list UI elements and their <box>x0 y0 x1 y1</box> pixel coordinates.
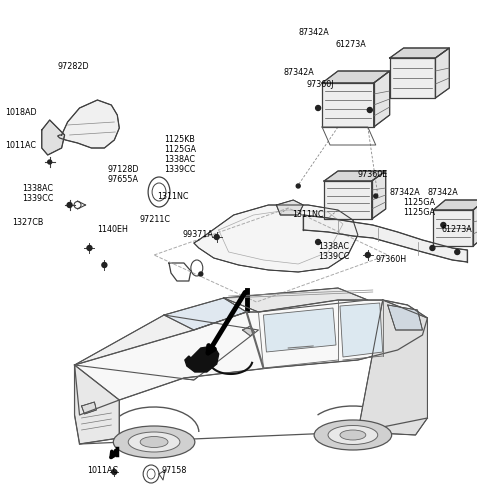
Text: 1125GA: 1125GA <box>404 208 435 217</box>
Ellipse shape <box>314 420 392 450</box>
Text: 61273A: 61273A <box>336 40 367 49</box>
Polygon shape <box>433 200 480 210</box>
Polygon shape <box>74 300 428 415</box>
Polygon shape <box>164 298 247 330</box>
Circle shape <box>102 262 107 267</box>
Polygon shape <box>82 402 96 414</box>
Text: 97128D: 97128D <box>108 165 139 174</box>
Text: 1311NC: 1311NC <box>292 210 324 219</box>
Polygon shape <box>340 303 383 357</box>
Text: 1011AC: 1011AC <box>5 141 36 150</box>
Text: 1327CB: 1327CB <box>12 218 43 227</box>
Polygon shape <box>372 171 386 219</box>
Text: 97360J: 97360J <box>306 80 334 89</box>
Circle shape <box>374 194 378 198</box>
Polygon shape <box>276 200 303 215</box>
Text: 1125KB: 1125KB <box>164 135 195 144</box>
Text: 1125GA: 1125GA <box>164 145 196 154</box>
Text: 1338AC: 1338AC <box>164 155 195 164</box>
Polygon shape <box>322 71 390 83</box>
Ellipse shape <box>128 432 180 452</box>
Text: 1140EH: 1140EH <box>97 225 128 234</box>
Polygon shape <box>264 308 336 352</box>
Polygon shape <box>435 48 449 98</box>
Circle shape <box>430 246 435 250</box>
Circle shape <box>365 252 370 257</box>
Text: 97158: 97158 <box>161 466 186 475</box>
Polygon shape <box>324 181 372 219</box>
Polygon shape <box>358 300 428 435</box>
Circle shape <box>87 246 92 250</box>
Text: 97211C: 97211C <box>139 215 170 224</box>
Circle shape <box>441 223 446 228</box>
Polygon shape <box>473 200 480 246</box>
Text: 1338AC: 1338AC <box>318 242 349 251</box>
Circle shape <box>112 470 117 475</box>
Polygon shape <box>74 365 120 444</box>
Text: 1011AC: 1011AC <box>87 466 119 475</box>
Text: 87342A: 87342A <box>428 188 458 197</box>
Polygon shape <box>42 120 65 155</box>
Polygon shape <box>185 346 219 372</box>
Circle shape <box>214 235 219 240</box>
Ellipse shape <box>113 426 195 458</box>
Polygon shape <box>390 58 435 98</box>
Circle shape <box>67 202 72 207</box>
Ellipse shape <box>340 430 366 440</box>
Text: 99371A: 99371A <box>183 230 214 239</box>
Polygon shape <box>74 315 258 380</box>
Text: 1339CC: 1339CC <box>164 165 195 174</box>
Polygon shape <box>194 205 358 272</box>
Text: 97282D: 97282D <box>58 62 89 71</box>
Text: 87342A: 87342A <box>283 68 314 77</box>
Polygon shape <box>324 171 386 181</box>
Text: 97360H: 97360H <box>376 255 407 264</box>
Polygon shape <box>374 71 390 127</box>
Text: 1338AC: 1338AC <box>22 184 53 193</box>
Polygon shape <box>433 210 473 246</box>
Text: 1339CC: 1339CC <box>22 194 53 203</box>
Circle shape <box>316 106 321 111</box>
Ellipse shape <box>140 436 168 447</box>
Text: 1311NC: 1311NC <box>157 192 189 201</box>
Circle shape <box>296 184 300 188</box>
Polygon shape <box>322 83 374 127</box>
Polygon shape <box>58 100 120 148</box>
Circle shape <box>48 160 52 164</box>
Text: 61273A: 61273A <box>442 225 472 234</box>
Text: 1339CC: 1339CC <box>318 252 349 261</box>
Text: 1018AD: 1018AD <box>5 108 36 117</box>
Text: 97655A: 97655A <box>108 175 138 184</box>
Polygon shape <box>224 288 368 312</box>
Ellipse shape <box>328 426 378 444</box>
Polygon shape <box>242 326 254 336</box>
Text: 87342A: 87342A <box>298 28 329 37</box>
Circle shape <box>367 108 372 113</box>
Text: 97360E: 97360E <box>358 170 388 179</box>
Text: 87342A: 87342A <box>390 188 420 197</box>
Polygon shape <box>390 48 449 58</box>
Polygon shape <box>388 305 422 330</box>
Circle shape <box>316 240 321 245</box>
Polygon shape <box>303 215 467 262</box>
Circle shape <box>199 272 203 276</box>
Text: 1125GA: 1125GA <box>404 198 435 207</box>
Circle shape <box>455 249 460 254</box>
